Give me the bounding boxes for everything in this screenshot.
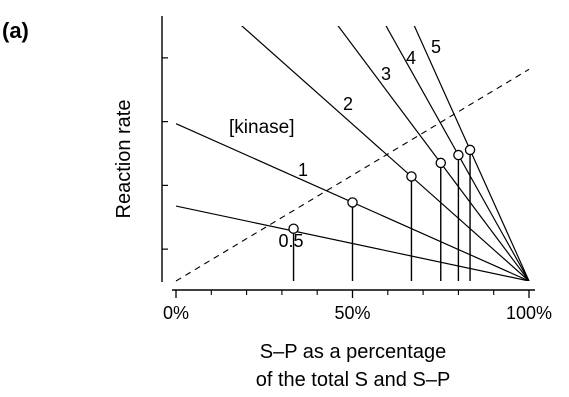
series-label-5: 5	[431, 37, 441, 57]
panel-label: (a)	[2, 18, 29, 43]
series-label-2: 2	[343, 94, 353, 114]
reference-line-dashed	[175, 68, 530, 282]
intersection-point-2	[406, 171, 417, 182]
intersection-point-1	[347, 197, 358, 208]
y-axis-label: Reaction rate	[113, 100, 135, 219]
x-tick-label-1: 50%	[334, 303, 370, 323]
intersection-point-4	[453, 149, 464, 161]
intersection-point-3	[435, 157, 446, 169]
x-tick-label-0: 0%	[163, 303, 189, 323]
x-axis-label-line-1: S–P as a percentage	[260, 341, 446, 363]
series-label-1: 1	[298, 160, 308, 180]
intersection-point-0.5	[288, 223, 299, 234]
x-tick-label-2: 100%	[506, 303, 552, 323]
intersection-point-5	[464, 144, 476, 156]
series-label-4: 4	[406, 48, 416, 68]
series-title-kinase: [kinase]	[229, 117, 294, 138]
series-label-0.5: 0.5	[278, 231, 303, 251]
x-axis-label-line-2: of the total S and S–P	[256, 369, 451, 391]
series-label-3: 3	[381, 64, 391, 84]
plot-area: 0% 50% 100% 0.5 1 2 345	[161, 16, 552, 323]
